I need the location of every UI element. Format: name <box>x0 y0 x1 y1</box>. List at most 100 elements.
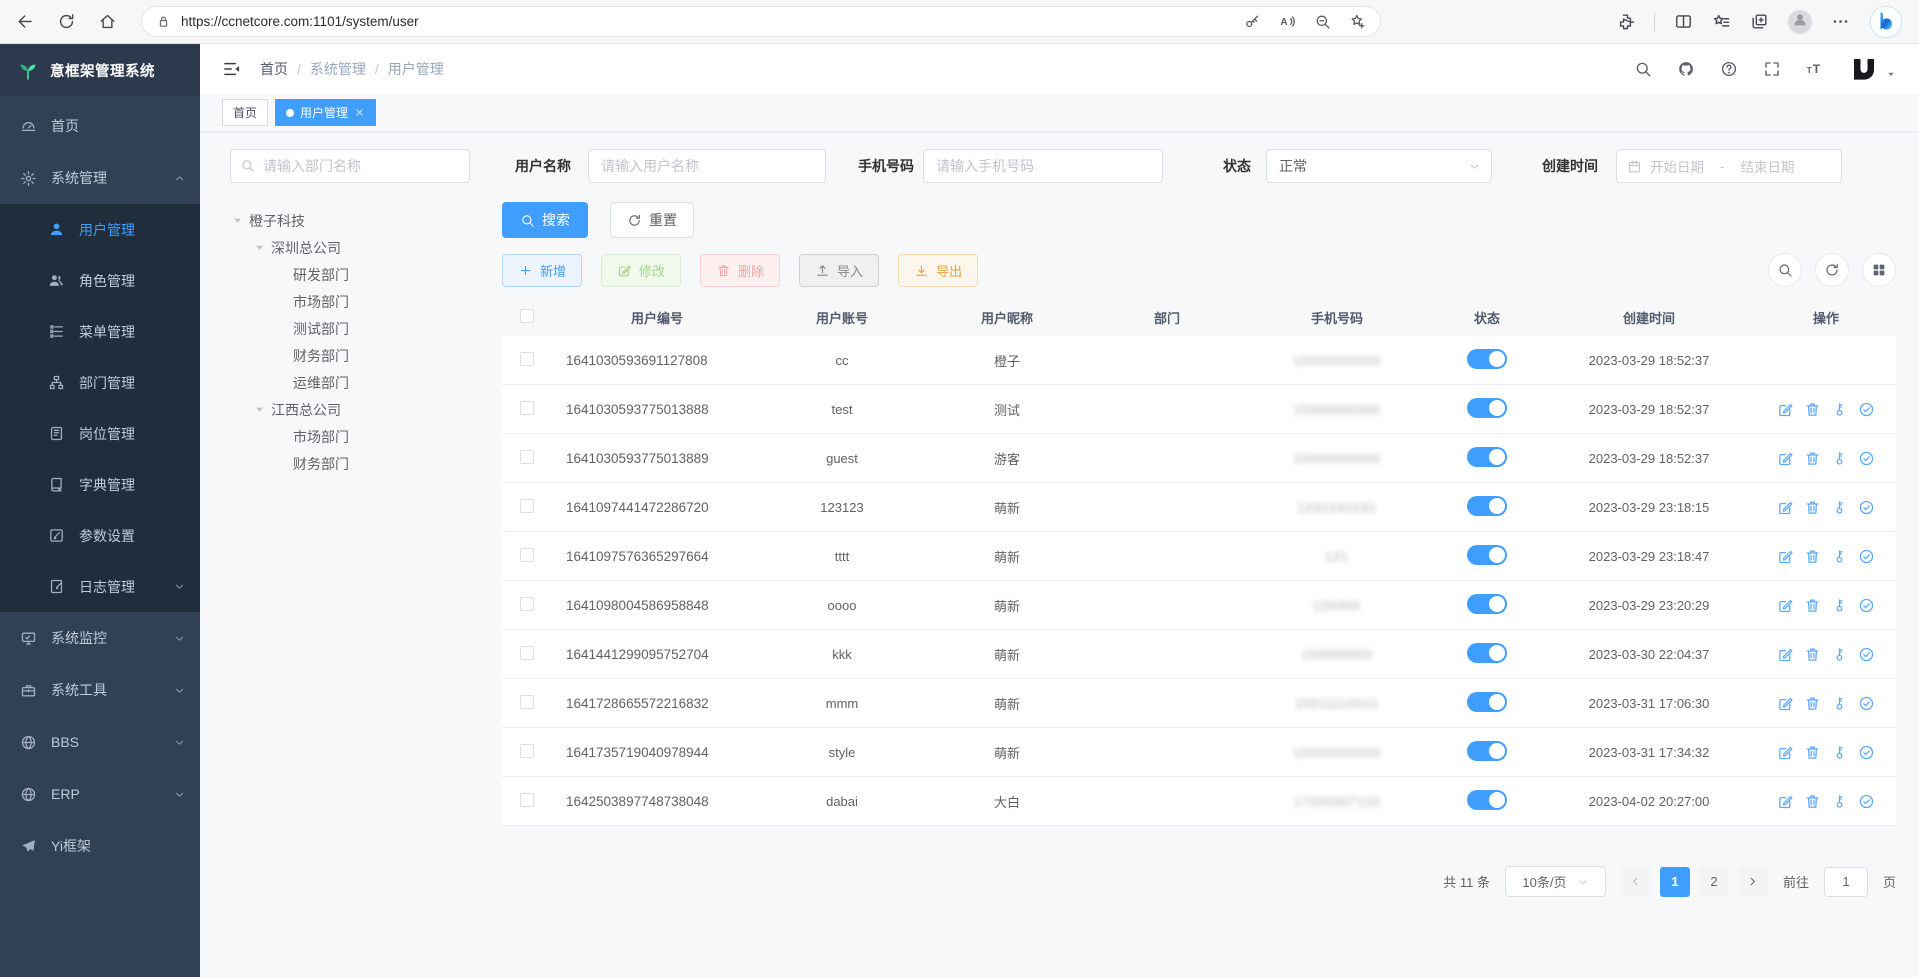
delete-icon[interactable] <box>1804 401 1821 418</box>
import-button[interactable]: 导入 <box>799 253 880 287</box>
assign-role-icon[interactable] <box>1858 450 1875 467</box>
delete-icon[interactable] <box>1804 793 1821 810</box>
fullscreen-icon[interactable] <box>1763 60 1781 78</box>
status-toggle[interactable] <box>1467 691 1507 712</box>
status-toggle[interactable] <box>1467 544 1507 565</box>
close-icon[interactable] <box>354 107 365 118</box>
assign-role-icon[interactable] <box>1858 744 1875 761</box>
back-icon[interactable] <box>16 12 35 31</box>
select-all-checkbox[interactable] <box>520 308 534 323</box>
assign-role-icon[interactable] <box>1858 793 1875 810</box>
edit-button[interactable]: 修改 <box>601 253 682 287</box>
assign-role-icon[interactable] <box>1858 646 1875 663</box>
edit-icon[interactable] <box>1777 548 1794 565</box>
key-icon[interactable] <box>1244 13 1261 30</box>
sidebar-item-system-management[interactable]: 系统管理 <box>0 152 200 204</box>
reset-password-icon[interactable] <box>1831 695 1848 712</box>
delete-icon[interactable] <box>1804 646 1821 663</box>
row-checkbox[interactable] <box>520 547 534 562</box>
search-icon[interactable] <box>1634 60 1652 78</box>
sidebar-collapse-icon[interactable] <box>222 59 242 79</box>
delete-button[interactable]: 删除 <box>700 253 781 287</box>
column-settings-button[interactable] <box>1862 253 1896 287</box>
export-button[interactable]: 导出 <box>898 253 979 287</box>
row-checkbox[interactable] <box>520 596 534 611</box>
assign-role-icon[interactable] <box>1858 597 1875 614</box>
delete-icon[interactable] <box>1804 744 1821 761</box>
status-toggle[interactable] <box>1467 348 1507 369</box>
tree-node[interactable]: 橙子科技 <box>230 207 470 234</box>
profile-icon[interactable] <box>1788 9 1812 34</box>
tree-node[interactable]: 江西总公司 <box>230 396 470 423</box>
row-checkbox[interactable] <box>520 449 534 464</box>
row-checkbox[interactable] <box>520 694 534 709</box>
reset-password-icon[interactable] <box>1831 597 1848 614</box>
home-icon[interactable] <box>98 12 117 31</box>
tree-node[interactable]: 财务部门 <box>293 347 349 364</box>
delete-icon[interactable] <box>1804 499 1821 516</box>
tree-node[interactable]: 测试部门 <box>293 320 349 337</box>
page-button-1[interactable]: 1 <box>1659 866 1690 897</box>
prev-page-button[interactable] <box>1620 866 1651 897</box>
reset-password-icon[interactable] <box>1831 744 1848 761</box>
tree-node[interactable]: 运维部门 <box>293 374 349 391</box>
row-checkbox[interactable] <box>520 351 534 366</box>
next-page-button[interactable] <box>1737 866 1768 897</box>
refresh-icon[interactable] <box>57 12 76 31</box>
reset-password-icon[interactable] <box>1831 450 1848 467</box>
sidebar-item-bbs[interactable]: BBS <box>0 716 200 768</box>
phone-input[interactable] <box>923 149 1163 183</box>
edit-icon[interactable] <box>1777 499 1794 516</box>
delete-icon[interactable] <box>1804 597 1821 614</box>
split-screen-icon[interactable] <box>1674 12 1693 31</box>
zoom-out-icon[interactable] <box>1314 13 1331 30</box>
sidebar-item-home[interactable]: 首页 <box>0 100 200 152</box>
status-select[interactable]: 正常 <box>1266 149 1492 183</box>
edit-icon[interactable] <box>1777 744 1794 761</box>
page-size-select[interactable]: 10条/页 <box>1504 866 1606 897</box>
app-logo[interactable]: 意框架管理系统 <box>0 44 200 96</box>
sidebar-item-param-settings[interactable]: 参数设置 <box>0 510 200 561</box>
edit-icon[interactable] <box>1777 646 1794 663</box>
tree-expand-icon[interactable] <box>230 213 245 228</box>
add-button[interactable]: 新增 <box>502 253 583 287</box>
assign-role-icon[interactable] <box>1858 401 1875 418</box>
sidebar-item-dict-management[interactable]: 字典管理 <box>0 459 200 510</box>
row-checkbox[interactable] <box>520 498 534 513</box>
more-menu-icon[interactable] <box>1831 12 1850 31</box>
username-input[interactable] <box>588 149 826 183</box>
tree-expand-icon[interactable] <box>252 402 267 417</box>
status-toggle[interactable] <box>1467 740 1507 761</box>
edit-icon[interactable] <box>1777 793 1794 810</box>
status-toggle[interactable] <box>1467 446 1507 467</box>
user-avatar[interactable] <box>1849 54 1897 84</box>
sidebar-item-dept-management[interactable]: 部门管理 <box>0 357 200 408</box>
read-aloud-icon[interactable]: A <box>1279 13 1296 30</box>
dept-search-input[interactable] <box>230 149 470 183</box>
tree-node[interactable]: 研发部门 <box>293 266 349 283</box>
delete-icon[interactable] <box>1804 695 1821 712</box>
address-bar[interactable]: https://ccnetcore.com:1101/system/user A <box>141 6 1381 37</box>
tree-node[interactable]: 市场部门 <box>293 428 349 445</box>
sidebar-item-post-management[interactable]: 岗位管理 <box>0 408 200 459</box>
date-range-picker[interactable]: 开始日期 - 结束日期 <box>1616 149 1842 183</box>
sidebar-item-user-management[interactable]: 用户管理 <box>0 204 200 255</box>
favorite-add-icon[interactable] <box>1349 13 1366 30</box>
tree-node[interactable]: 财务部门 <box>293 455 349 472</box>
row-checkbox[interactable] <box>520 743 534 758</box>
tree-expand-icon[interactable] <box>252 240 267 255</box>
status-toggle[interactable] <box>1467 593 1507 614</box>
status-toggle[interactable] <box>1467 495 1507 516</box>
sidebar-item-role-management[interactable]: 角色管理 <box>0 255 200 306</box>
sidebar-item-yi-framework[interactable]: Yi框架 <box>0 820 200 872</box>
table-search-button[interactable] <box>1768 253 1802 287</box>
tag-home[interactable]: 首页 <box>222 99 269 126</box>
search-button[interactable]: 搜索 <box>502 202 588 238</box>
edit-icon[interactable] <box>1777 450 1794 467</box>
status-toggle[interactable] <box>1467 642 1507 663</box>
status-toggle[interactable] <box>1467 397 1507 418</box>
reset-password-icon[interactable] <box>1831 401 1848 418</box>
reset-password-icon[interactable] <box>1831 548 1848 565</box>
sidebar-item-erp[interactable]: ERP <box>0 768 200 820</box>
